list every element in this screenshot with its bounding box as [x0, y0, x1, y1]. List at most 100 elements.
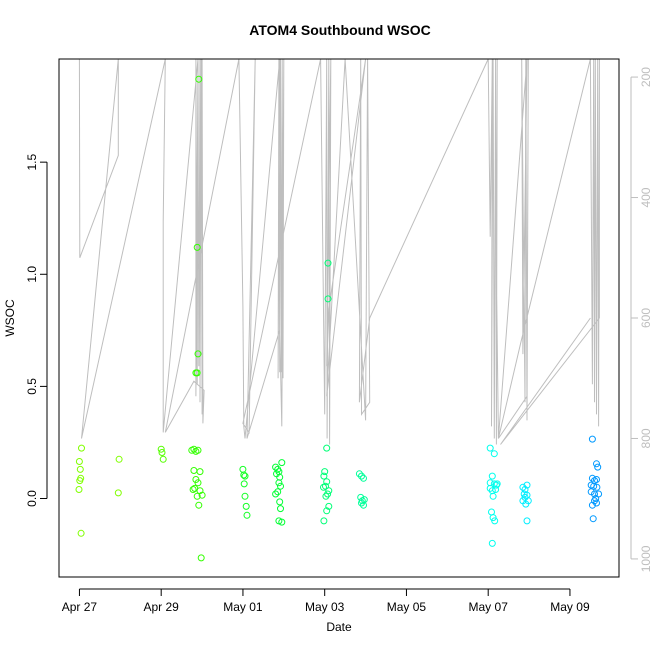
data-point	[492, 486, 500, 493]
x-tick-label: May 07	[469, 600, 509, 614]
secondary-tick-label: 600	[639, 308, 650, 328]
data-point	[194, 446, 202, 454]
data-point	[593, 499, 600, 507]
data-point	[114, 489, 122, 497]
data-point	[489, 514, 497, 522]
data-point	[489, 492, 497, 500]
data-point	[243, 511, 251, 519]
data-point	[590, 482, 598, 490]
y-tick-label: 0.0	[25, 490, 39, 507]
data-point	[360, 501, 367, 509]
data-point	[76, 477, 84, 485]
data-point	[240, 471, 248, 479]
data-point	[278, 518, 286, 526]
y-tick-label: 0.5	[25, 378, 39, 395]
data-point	[324, 490, 332, 498]
data-point	[193, 492, 201, 500]
y-axis-label: WSOC	[3, 299, 17, 337]
data-point	[588, 474, 596, 482]
data-point	[486, 444, 494, 452]
secondary-tick-label: 800	[639, 428, 650, 448]
data-point	[197, 554, 205, 562]
data-point	[272, 490, 280, 498]
data-point	[588, 501, 596, 509]
data-point	[277, 482, 284, 490]
data-point	[360, 474, 367, 482]
secondary-tick-label: 200	[639, 67, 650, 87]
data-point	[320, 517, 328, 525]
data-point	[75, 458, 83, 465]
altitude-line	[78, 58, 600, 445]
data-point	[194, 479, 202, 487]
data-point	[589, 515, 597, 523]
data-point	[325, 487, 333, 495]
data-point	[358, 472, 365, 480]
data-point	[76, 465, 84, 473]
data-point	[278, 459, 286, 467]
data-point	[196, 468, 204, 476]
data-point	[324, 295, 332, 303]
data-point	[189, 486, 197, 493]
data-point	[594, 463, 602, 471]
data-point	[193, 369, 201, 377]
data-point	[588, 435, 596, 443]
data-point	[323, 444, 331, 452]
chart-title: ATOM4 Southbound WSOC	[249, 22, 430, 38]
data-point	[522, 500, 530, 508]
data-point	[275, 479, 283, 487]
data-point	[196, 487, 204, 495]
data-point	[523, 481, 531, 489]
data-point	[321, 468, 329, 476]
wsoc-series	[75, 75, 603, 562]
y-axis: 0.0 0.5 1.0 1.5	[25, 153, 48, 507]
data-point	[320, 472, 328, 480]
plot-frame	[58, 58, 620, 578]
data-point	[324, 259, 332, 267]
data-point	[198, 491, 206, 499]
data-point	[519, 483, 527, 491]
data-point	[593, 460, 600, 468]
data-point	[194, 350, 202, 358]
data-point	[358, 499, 365, 507]
data-point	[591, 497, 598, 505]
data-point	[593, 483, 601, 491]
data-point	[591, 490, 598, 498]
data-point	[488, 472, 496, 480]
data-point	[274, 488, 282, 496]
data-point	[240, 480, 248, 488]
x-tick-label: Apr 29	[144, 600, 180, 614]
data-point	[323, 507, 331, 515]
data-point	[157, 445, 165, 453]
data-point	[355, 470, 363, 478]
secondary-y-axis: 200 400 600 800 1000	[630, 67, 650, 572]
data-point	[241, 472, 249, 480]
data-point	[491, 517, 499, 525]
data-point	[115, 455, 123, 463]
x-tick-label: May 09	[550, 600, 590, 614]
y-tick-label: 1.5	[25, 153, 39, 170]
x-axis: Apr 27 Apr 29 May 01 May 03 May 05 May 07 May …	[62, 588, 590, 614]
data-point	[239, 465, 247, 473]
data-point	[323, 478, 331, 486]
data-point	[195, 75, 203, 83]
x-tick-label: May 03	[305, 600, 345, 614]
altitude-series	[78, 58, 600, 445]
y-tick-label: 1.0	[25, 266, 39, 283]
data-point	[272, 463, 280, 471]
data-point	[241, 492, 249, 500]
data-point	[190, 445, 198, 453]
data-point	[193, 243, 201, 251]
data-point	[158, 449, 166, 456]
data-point	[593, 476, 600, 483]
data-point	[77, 529, 85, 537]
x-tick-label: Apr 27	[62, 600, 98, 614]
data-point	[195, 501, 203, 509]
data-point	[488, 508, 495, 516]
x-axis-label: Date	[326, 620, 352, 634]
data-point	[276, 498, 284, 506]
data-point	[490, 450, 498, 458]
secondary-tick-label: 400	[639, 187, 650, 207]
secondary-tick-label: 1000	[639, 545, 650, 572]
data-point	[277, 505, 284, 513]
